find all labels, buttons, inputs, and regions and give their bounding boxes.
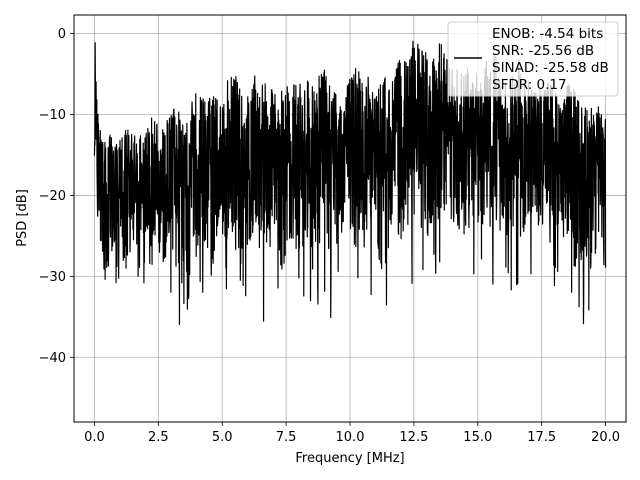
x-tick-label: 2.5 xyxy=(148,430,169,445)
y-axis-label: PSD [dB] xyxy=(15,189,30,247)
y-axis-ticks: 0 −10 −20 −30 −40 xyxy=(39,27,74,366)
x-tick-label: 20.0 xyxy=(591,430,620,445)
x-tick-label: 15.0 xyxy=(463,430,492,445)
x-tick-label: 7.5 xyxy=(276,430,297,445)
legend: ENOB: -4.54 bits SNR: -25.56 dB SINAD: -… xyxy=(447,21,619,97)
y-tick-label: 0 xyxy=(58,27,66,42)
x-tick-label: 12.5 xyxy=(399,430,428,445)
x-tick-label: 17.5 xyxy=(527,430,556,445)
legend-box xyxy=(447,21,619,97)
x-tick-label: 5.0 xyxy=(212,430,233,445)
legend-sfdr: SFDR: 0.17 xyxy=(492,77,567,93)
x-axis-label: Frequency [MHz] xyxy=(295,451,404,466)
psd-trace xyxy=(93,40,607,326)
x-tick-label: 0.0 xyxy=(84,430,105,445)
y-tick-label: −40 xyxy=(39,351,66,366)
y-tick-label: −20 xyxy=(39,189,66,204)
legend-snr: SNR: -25.56 dB xyxy=(492,43,594,59)
legend-sinad: SINAD: -25.58 dB xyxy=(492,60,609,76)
x-axis-ticks: 0.0 2.5 5.0 7.5 10.0 12.5 15.0 17.5 20.0 xyxy=(84,422,620,445)
legend-enob: ENOB: -4.54 bits xyxy=(492,26,603,42)
y-tick-label: −30 xyxy=(39,270,66,285)
psd-trace-group xyxy=(93,40,607,326)
y-tick-label: −10 xyxy=(39,108,66,123)
x-tick-label: 10.0 xyxy=(336,430,365,445)
